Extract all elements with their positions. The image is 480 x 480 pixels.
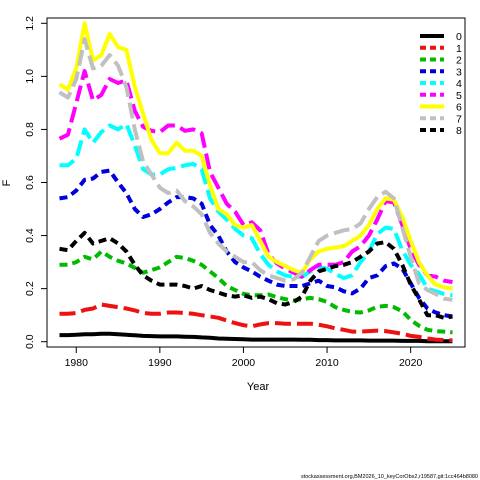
y-tick-label: 0.8 — [24, 122, 36, 137]
y-tick-label: 0.2 — [24, 281, 36, 296]
y-tick-label: 0.4 — [24, 228, 36, 243]
legend-label-8: 8 — [456, 125, 462, 137]
series-line-0 — [59, 331, 453, 344]
y-tick-label: 0.0 — [24, 334, 36, 349]
series-line-7 — [58, 37, 453, 302]
legend-label-1: 1 — [456, 43, 462, 55]
footer-text: stockassessment.org,BM2026_10_keyCorObs2… — [301, 474, 478, 480]
x-tick-label: 1990 — [148, 357, 172, 369]
x-tick-label: 2010 — [315, 357, 339, 369]
legend-label-5: 5 — [456, 90, 462, 102]
plot-box — [46, 17, 466, 348]
y-tick-label: 1.0 — [24, 69, 36, 84]
x-axis-title: Year — [247, 381, 270, 393]
legend-label-4: 4 — [456, 78, 462, 90]
series-line-6 — [58, 21, 453, 291]
series-line-8 — [59, 230, 453, 320]
legend-label-2: 2 — [456, 55, 462, 67]
x-tick-label: 2000 — [232, 357, 256, 369]
series-line-3 — [59, 168, 453, 319]
y-axis: 0.0 0.2 0.4 0.6 0.8 1.0 1.2 — [24, 16, 47, 349]
y-axis-title: F — [1, 179, 13, 186]
series-line-2 — [59, 249, 453, 335]
x-axis: 1980 1990 2000 2010 2020 — [65, 347, 423, 369]
x-tick-label: 1980 — [65, 357, 89, 369]
series-line-1 — [59, 302, 453, 343]
y-tick-label: 1.2 — [24, 16, 36, 31]
y-tick-label: 0.6 — [24, 175, 36, 190]
legend-label-3: 3 — [456, 66, 462, 78]
x-tick-label: 2020 — [399, 357, 423, 369]
series-line-4 — [59, 122, 453, 298]
series-lines — [58, 21, 453, 344]
legend-label-7: 7 — [456, 113, 462, 125]
legend-label-0: 0 — [456, 31, 462, 43]
series-line-5 — [58, 69, 453, 284]
legend-label-6: 6 — [456, 102, 462, 114]
